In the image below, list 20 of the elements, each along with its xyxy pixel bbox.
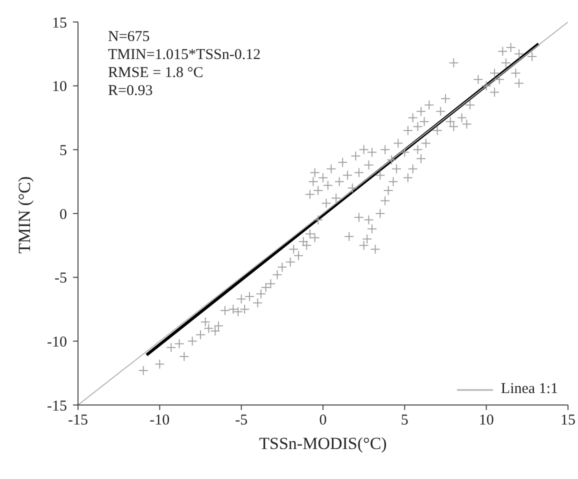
annotation: N=675 — [108, 28, 151, 46]
x-tick-label: 0 — [319, 412, 327, 429]
y-tick-label: 0 — [60, 206, 67, 223]
x-tick-label: -10 — [150, 412, 170, 429]
y-tick-label: 15 — [52, 15, 67, 32]
legend-label: Linea 1:1 — [500, 381, 558, 398]
x-axis-title: TSSn-MODIS(°C) — [259, 434, 387, 453]
x-tick-label: 10 — [478, 412, 494, 429]
y-tick-label: -5 — [54, 270, 67, 287]
annotation: RMSE = 1.8 °C — [108, 64, 204, 82]
annotation: TMIN=1.015*TSSn-0.12 — [108, 46, 261, 64]
x-tick-label: -5 — [235, 412, 248, 429]
y-tick-label: 10 — [52, 79, 67, 96]
y-tick-label: 5 — [60, 142, 67, 159]
x-tick-label: 15 — [560, 412, 576, 429]
y-axis-title: TMIN (°C) — [15, 176, 34, 254]
y-tick-label: -15 — [47, 398, 67, 414]
y-tick-label: -10 — [47, 334, 67, 350]
annotation: R=0.93 — [108, 82, 154, 100]
x-tick-label: 5 — [400, 412, 408, 429]
